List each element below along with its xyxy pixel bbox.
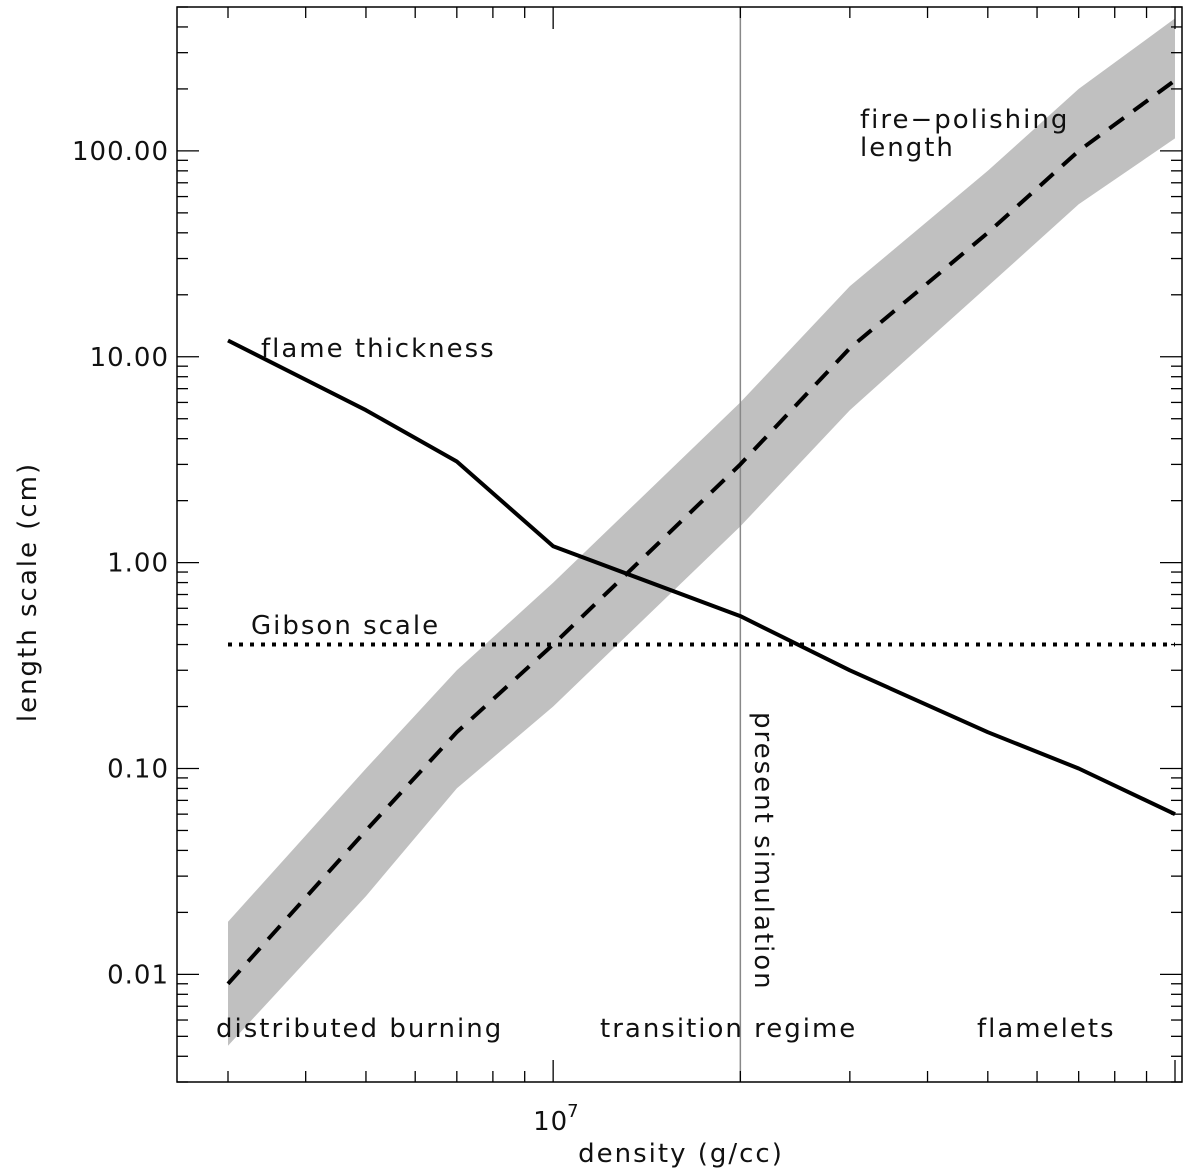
annotation-gibson-scale: Gibson scale — [251, 611, 440, 641]
ticks-layer — [177, 6, 1182, 1083]
y-axis-label: length scale (cm) — [13, 462, 43, 722]
x-tick-label: 10 — [533, 1107, 568, 1137]
annotation-flame-thickness: flame thickness — [261, 334, 496, 364]
series-layer — [226, 78, 1177, 986]
x-tick-label-exponent: 7 — [567, 1101, 579, 1122]
y-tick-label: 0.01 — [107, 960, 169, 990]
annotation-fire-polishing-line1: fire−polishing — [860, 105, 1069, 135]
fire-polishing-band — [228, 18, 1175, 1046]
x-axis-label: density (g/cc) — [578, 1139, 784, 1169]
annotation-distributed-burning: distributed burning — [216, 1014, 503, 1044]
fire-polishing-line — [226, 78, 1177, 986]
fire-polishing-band-layer — [228, 18, 1175, 1046]
annotation-transition-regime: transition regime — [600, 1014, 857, 1044]
annotation-present-simulation: present simulation — [748, 712, 778, 991]
y-tick-label: 0.10 — [107, 754, 169, 784]
flame-thickness-line — [227, 338, 1176, 817]
y-tick-label: 1.00 — [107, 549, 169, 579]
plot-frame — [176, 6, 1183, 1083]
tick-labels-layer: 0.01 0.10 1.00 10.00 100.00 107 — [72, 137, 579, 1137]
annotation-fire-polishing-line2: length — [860, 133, 955, 163]
axes-layer — [176, 6, 1183, 1083]
annotation-flamelets: flamelets — [977, 1014, 1116, 1044]
y-tick-label: 100.00 — [72, 137, 169, 167]
y-tick-label: 10.00 — [90, 343, 169, 373]
